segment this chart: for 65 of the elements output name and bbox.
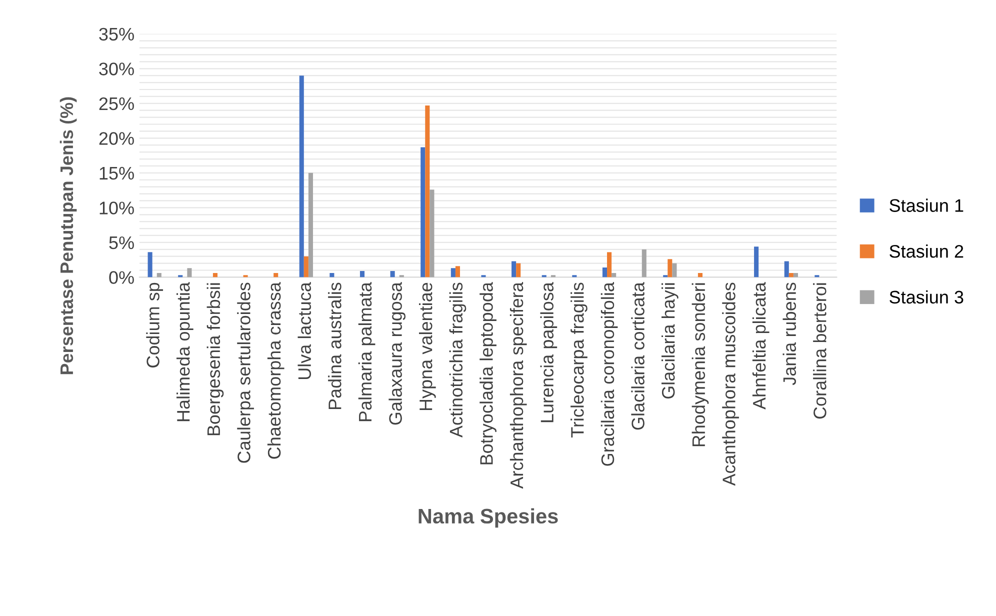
y-tick-label: 0%	[109, 271, 134, 284]
x-tick-label: Padina australis	[328, 282, 342, 410]
bar	[754, 246, 759, 278]
x-tick-label: Glacilaria hayii	[662, 283, 678, 399]
bar	[450, 268, 456, 278]
x-tick-label: Hypna valentiae	[419, 282, 436, 410]
bar	[516, 263, 521, 278]
bar	[698, 273, 703, 278]
y-tick-label: 5%	[109, 236, 134, 250]
x-tick-label: Rhodymenia sonderi	[692, 283, 709, 446]
bar	[788, 273, 794, 278]
bar	[156, 273, 162, 278]
bar	[455, 266, 460, 278]
bar	[425, 105, 430, 278]
y-tick-label: 35%	[99, 28, 134, 41]
x-tick-label: Gracilaria coronopifolia	[600, 282, 618, 466]
y-tick-label: 20%	[99, 132, 134, 145]
x-tick-label: Halimeda opuntia	[176, 282, 194, 422]
x-tick-label: Actinotrichia fragilis	[449, 282, 466, 438]
x-tick-label: Jania rubens	[782, 282, 796, 386]
x-tick-label: Lurencia papilosa	[540, 282, 558, 422]
y-tick-label: 30%	[99, 62, 134, 76]
bar	[512, 261, 516, 278]
y-tick-label: 15%	[100, 166, 134, 180]
x-tick-label: Tricleocarpa fragilis	[570, 282, 588, 438]
x-tick-label: Archanthophora specifera	[510, 282, 527, 489]
legend-label: Stasiun 3	[890, 290, 964, 304]
bar	[430, 190, 434, 278]
x-tick-label: Ulva lactuca	[298, 282, 312, 380]
bar	[360, 270, 365, 278]
y-tick-label: 10%	[100, 202, 134, 214]
legend-label: Stasiun 2	[890, 244, 964, 258]
bar	[148, 252, 152, 278]
bar	[304, 256, 308, 278]
bar	[274, 273, 278, 278]
bar	[602, 267, 608, 278]
bar	[308, 172, 313, 278]
x-tick-label: Acanthophora muscoides	[722, 282, 739, 486]
bar	[390, 270, 395, 278]
bar	[330, 273, 334, 278]
y-tick-label: 25%	[99, 97, 134, 110]
bar	[642, 249, 646, 278]
x-tick-label: Chaetomorpha crassa	[267, 282, 284, 459]
bar	[668, 259, 672, 278]
bar	[672, 263, 677, 278]
x-tick-label: Glacilaria corticata	[631, 282, 644, 430]
x-tick-label: Botryocladia leptopoda	[480, 282, 496, 464]
x-tick-label: Corallina berteroi	[813, 283, 826, 419]
x-tick-label: Codium sp	[146, 282, 164, 368]
x-axis-title: Nama Spesies	[418, 508, 558, 528]
bar	[187, 268, 192, 278]
x-tick-label: Boergesenia forbsii	[206, 283, 224, 436]
bar	[793, 273, 798, 278]
bar	[212, 273, 218, 278]
x-tick-label: Palmaria palmata	[358, 282, 376, 422]
legend-label: Stasiun 1	[890, 198, 964, 212]
x-tick-label: Ahnfeltia plicata	[752, 282, 770, 410]
x-tick-label: Caulerpa sertularoides	[237, 282, 254, 463]
x-tick-label: Galaxaura rugosa	[388, 282, 406, 425]
bar	[299, 76, 304, 278]
bar	[607, 252, 612, 278]
bar	[612, 273, 616, 278]
bar	[784, 261, 789, 278]
y-axis-title: Persentase Penutupan Jenis (%)	[60, 97, 77, 374]
bar	[420, 147, 426, 278]
